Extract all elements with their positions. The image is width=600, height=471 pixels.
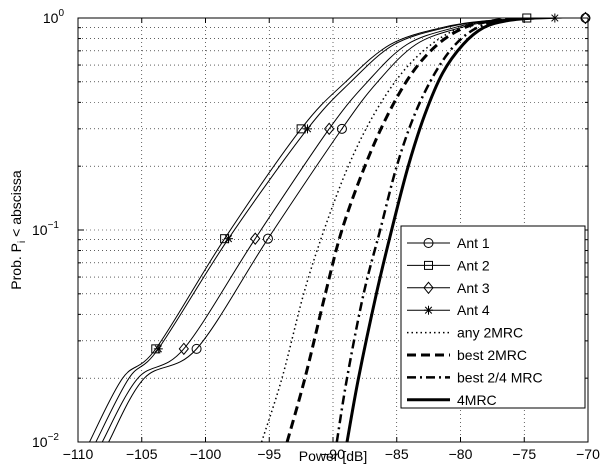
series-3-marker (324, 122, 335, 136)
legend-marker (424, 260, 433, 270)
y-tick-base: 10 (32, 222, 48, 238)
y-tick-exponent: 0 (58, 8, 64, 19)
x-tick-label: −100 (190, 446, 222, 462)
y-axis-label: Prob. Pi < abscissa (8, 170, 28, 290)
x-tick-label: −110 (63, 446, 94, 462)
legend-label: Ant 1 (457, 235, 490, 251)
tick-label-layer: −110 −105 −100 −95 −90 −85 −80 −75 −7010−210−110… (32, 8, 600, 462)
legend-label: Ant 2 (457, 257, 490, 273)
y-tick-exponent: −1 (48, 220, 60, 231)
series-1-marker (262, 233, 273, 244)
y-tick-base: 10 (43, 10, 59, 26)
legend-marker (423, 281, 434, 295)
legend-item: Ant 2 (407, 257, 490, 273)
y-tick-label: 100 (43, 8, 65, 26)
legend-item: 4MRC (407, 392, 497, 408)
legend-marker (423, 238, 434, 248)
legend-label: Ant 4 (457, 302, 490, 318)
x-tick-label: −105 (126, 446, 158, 462)
x-tick-label: −70 (576, 446, 600, 462)
tick-layer (77, 18, 589, 443)
y-tick-label: 10−2 (32, 432, 59, 450)
legend-item: Ant 3 (407, 280, 490, 296)
x-tick-label: −85 (385, 446, 409, 462)
x-tick-label: −90 (321, 446, 345, 462)
series-line-2 (89, 18, 538, 442)
x-tick-label: −75 (512, 446, 536, 462)
legend-label: 4MRC (457, 392, 497, 408)
y-axis-label-main: Prob. P (8, 243, 24, 290)
legend-item: Ant 1 (407, 235, 490, 251)
legend-label: best 2MRC (457, 347, 527, 363)
legend-item: Ant 4 (407, 302, 490, 318)
y-tick-base: 10 (32, 434, 48, 450)
legend-item: best 2MRC (407, 347, 527, 363)
y-tick-exponent: −2 (48, 432, 60, 443)
series-1-marker (191, 343, 202, 354)
legend-item: any 2MRC (407, 325, 523, 341)
series-4-marker (223, 234, 233, 244)
series-3-marker (250, 232, 261, 245)
legend-label: any 2MRC (457, 325, 523, 341)
y-tick-label: 10−1 (32, 220, 59, 238)
x-tick-label: −95 (257, 446, 281, 462)
legend-marker (424, 305, 433, 315)
y-axis-label-tail: < abscissa (8, 170, 24, 241)
legend-items: Ant 1 Ant 2 Ant 3 Ant 4 any 2MRC best 2MRC bes… (407, 235, 543, 408)
legend: Ant 1 Ant 2 Ant 3 Ant 4 any 2MRC best 2MRC bes… (400, 225, 586, 409)
x-axis-label: Power [dB] (299, 448, 367, 464)
series-line-7 (335, 18, 531, 442)
x-tick-label: −80 (449, 446, 473, 462)
series-3-marker (580, 11, 591, 25)
legend-label: Ant 3 (457, 280, 490, 296)
legend-item: best 2/4 MRC (407, 369, 543, 385)
series-4-marker (303, 124, 312, 134)
series-line-8 (345, 18, 535, 442)
series-line-3 (101, 18, 557, 442)
y-axis-label-subscript: i (17, 241, 28, 243)
series-3-marker (178, 342, 189, 356)
legend-label: best 2/4 MRC (457, 369, 543, 385)
series-line-6 (285, 18, 525, 442)
series-1-marker (336, 123, 347, 134)
series-4-marker (153, 344, 163, 354)
